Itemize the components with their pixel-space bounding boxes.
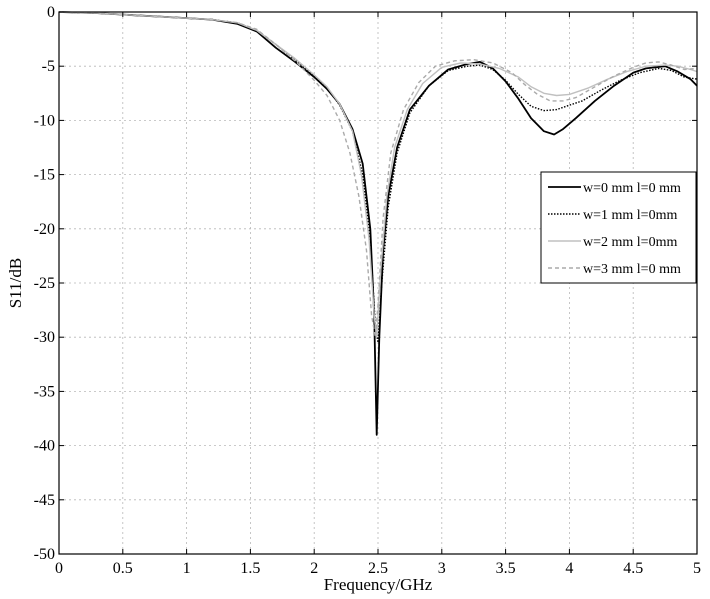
series-line-4 — [58, 11, 698, 338]
legend-label-4: w=3 mm l=0 mm — [583, 262, 681, 277]
y-tick-label: -15 — [34, 167, 55, 184]
series-lines — [58, 11, 698, 436]
tick-labels: 0 0.5 1 1.5 2 2.5 3 3.5 4 4.5 5 0 -5 -10 -15 -20 -25 -30 -… — [34, 4, 701, 577]
series-line-3 — [58, 11, 698, 338]
y-axis-label: S11/dB — [6, 258, 25, 308]
x-tick-label: 4.5 — [623, 560, 643, 577]
y-tick-label: -5 — [42, 58, 55, 75]
y-tick-label: -40 — [34, 438, 55, 455]
series-line-1 — [58, 11, 698, 436]
y-tick-label: -50 — [34, 546, 55, 563]
x-tick-label: 3 — [438, 560, 446, 577]
grid-lines — [59, 12, 697, 554]
y-tick-label: -10 — [34, 112, 55, 129]
y-tick-label: -25 — [34, 275, 55, 292]
x-tick-label: 2 — [310, 560, 318, 577]
x-tick-label: 4 — [565, 560, 573, 577]
legend-items: w=0 mm l=0 mm w=1 mm l=0mm w=2 mm l=0mm w=3… — [548, 181, 681, 277]
series-line-2 — [58, 11, 698, 344]
legend-box — [540, 171, 697, 284]
y-tick-label: -35 — [34, 383, 55, 400]
x-tick-label: 3.5 — [496, 560, 516, 577]
y-tick-label: -45 — [34, 492, 55, 509]
x-tick-label: 2.5 — [368, 560, 388, 577]
y-tick-label: -30 — [34, 329, 55, 346]
x-tick-label: 1 — [183, 560, 191, 577]
x-tick-label: 5 — [693, 560, 701, 577]
x-tick-label: 0.5 — [113, 560, 133, 577]
y-tick-label: 0 — [47, 4, 55, 21]
y-tick-label: -20 — [34, 221, 55, 238]
x-tick-label: 1.5 — [240, 560, 260, 577]
legend-label-1: w=0 mm l=0 mm — [583, 181, 681, 196]
legend-label-2: w=1 mm l=0mm — [583, 208, 677, 223]
x-tick-label: 0 — [55, 560, 63, 577]
legend: w=0 mm l=0 mm w=1 mm l=0mm w=2 mm l=0mm w=3… — [540, 171, 697, 284]
legend-label-3: w=2 mm l=0mm — [583, 235, 677, 250]
x-axis-label: Frequency/GHz — [324, 575, 433, 594]
